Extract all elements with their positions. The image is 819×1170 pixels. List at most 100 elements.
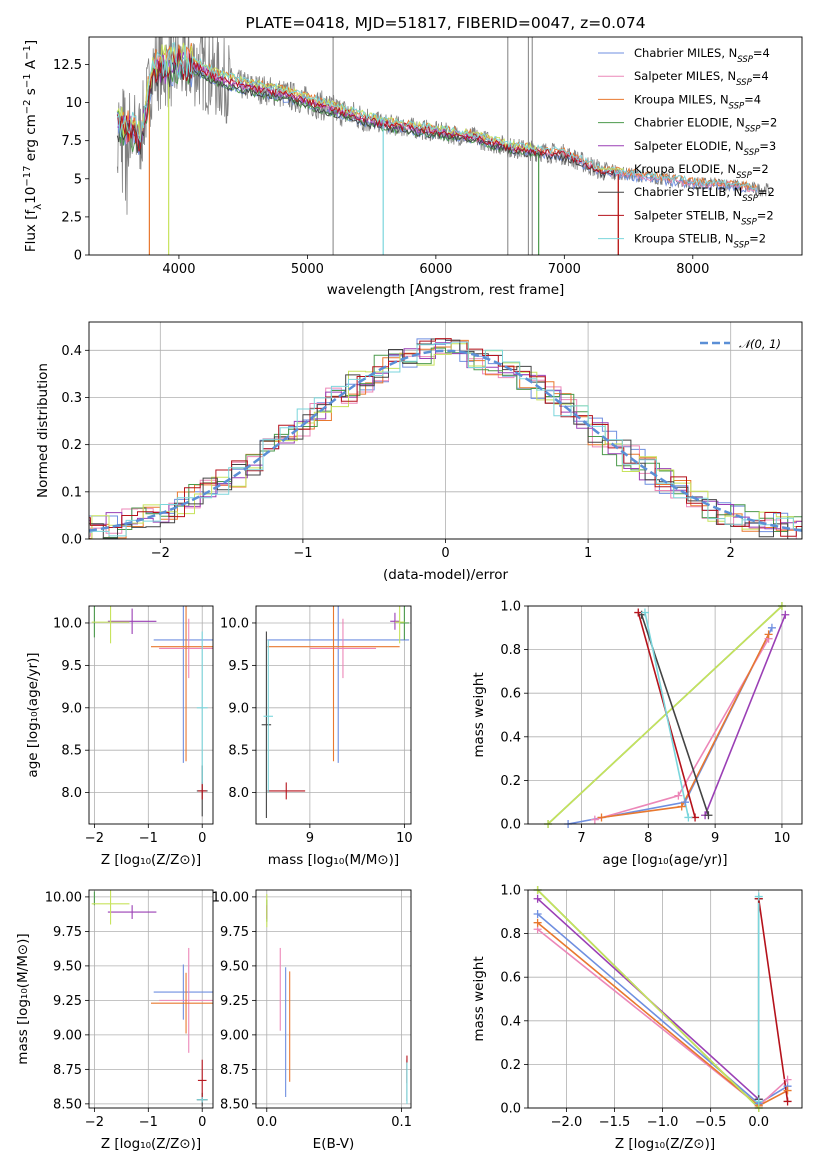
errorbar-kroupa_miles: [151, 606, 213, 762]
x-tick-label: −2: [85, 831, 104, 846]
weight-line-salpeter_miles: [594, 638, 770, 821]
x-axis-label: mass [log₁₀(M/M⊙)]: [268, 852, 399, 868]
errorbar-salpeter_miles: [159, 618, 213, 679]
axes-frame: [88, 889, 214, 1109]
y-tick-label: 2.5: [61, 210, 82, 225]
errorbar-kroupa_elodie: [91, 606, 130, 644]
y-tick-label: 8.50: [220, 1097, 249, 1112]
errorbar-salpeter_elodie: [107, 905, 157, 919]
panel-age_vs_Z: −2 −1 0 8.0 8.5 9.0 9.5 10.0 Z [log₁₀(Z/Z⊙)] age …: [25, 605, 214, 868]
y-tick-label: 0.0: [500, 818, 521, 833]
legend-label-chabrier_elodie: Chabrier ELODIE, NSSP=2: [634, 116, 777, 135]
legend-label-normal: 𝒩(0, 1): [739, 337, 781, 351]
y-tick-label: 0.6: [500, 687, 521, 702]
marker-chabrier_stelib: [704, 811, 713, 820]
weight-line-kroupa_elodie: [537, 890, 760, 1108]
y-tick-label: 0.1: [61, 485, 82, 500]
x-tick-label: 10: [396, 831, 413, 846]
y-axis-label: mass weight: [471, 672, 487, 757]
y-tick-label: 9.00: [220, 1028, 249, 1043]
errorbar-kroupa_stelib: [196, 631, 208, 785]
normal-curve: [89, 349, 802, 532]
axes-frame: [88, 36, 803, 256]
plot-area-age_vs_mass: [261, 606, 410, 819]
legend-label-kroupa_stelib: Kroupa STELIB, NSSP=2: [634, 232, 766, 251]
y-tick-label: 10.00: [212, 890, 249, 905]
x-tick-label: 8: [644, 831, 652, 846]
y-axis-label: Normed distribution: [35, 363, 51, 498]
observed-spectrum: [116, 37, 771, 215]
plot-area-spectrum: [116, 37, 771, 255]
model-spectrum-salpeter_miles: [116, 48, 758, 193]
errorbar-kroupa_miles: [267, 606, 400, 762]
panel-weight_vs_age: 7 8 9 10 0.0 0.2 0.4 0.6 0.8 1.0 age [log₁₀(age/yr…: [471, 600, 803, 868]
y-tick-label: 7.5: [61, 134, 82, 149]
x-tick-label: −2.0: [551, 1115, 583, 1130]
y-tick-label: 0.0: [61, 533, 82, 548]
errorbar-kroupa_elodie: [91, 890, 130, 925]
errorbar-chabrier_miles: [153, 964, 213, 1020]
histogram-salpeter_miles: [89, 341, 802, 539]
x-tick-label: 0: [198, 1115, 206, 1130]
x-tick-label: 6000: [419, 262, 452, 277]
legend: Chabrier MILES, NSSP=4 Salpeter MILES, NS…: [598, 46, 777, 251]
y-tick-label: 9.0: [228, 701, 249, 716]
y-tick-label: 8.5: [228, 744, 249, 759]
x-tick-label: 8000: [676, 262, 709, 277]
marker-kroupa_stelib: [684, 813, 693, 822]
histogram-kroupa_elodie: [89, 343, 802, 539]
y-tick-label: 0.3: [61, 391, 82, 406]
x-tick-label: 7000: [548, 262, 581, 277]
y-tick-label: 12.5: [53, 58, 82, 73]
y-tick-label: 9.5: [61, 659, 82, 674]
x-tick-label: 4000: [162, 262, 195, 277]
x-tick-label: −1.5: [599, 1115, 631, 1130]
histogram-salpeter_stelib: [89, 338, 802, 537]
y-tick-label: 8.5: [61, 744, 82, 759]
errorbar-salpeter_stelib: [267, 782, 306, 800]
x-tick-label: −1: [139, 1115, 158, 1130]
errorbar-kroupa_elodie: [394, 606, 405, 644]
panel-weight_vs_Z: −2.0 −1.5 −1.0 −0.5 0.0 0.0 0.2 0.4 0.6 0.8 1.0 Z […: [471, 884, 803, 1152]
y-tick-label: 0.2: [61, 438, 82, 453]
y-tick-label: 8.75: [220, 1063, 249, 1078]
x-axis-label: Z [log₁₀(Z/Z⊙)]: [101, 852, 201, 868]
histogram-chabrier_stelib: [89, 338, 802, 539]
histogram-kroupa_stelib: [89, 341, 802, 537]
y-tick-label: 0.8: [500, 927, 521, 942]
x-axis-label: (data-model)/error: [383, 567, 509, 583]
x-tick-label: 0.0: [256, 1115, 277, 1130]
y-tick-label: 8.75: [53, 1063, 82, 1078]
x-tick-label: 5000: [291, 262, 324, 277]
marker-kroupa_miles: [597, 813, 606, 822]
weight-line-kroupa_stelib: [644, 612, 690, 818]
errorbar-salpeter_stelib: [197, 1059, 207, 1102]
errorbar-salpeter_elodie: [107, 608, 157, 634]
panel-mass_vs_ebv: 0.0 0.1 8.50 8.75 9.00 9.25 9.50 9.75 10.00 E(B-V…: [212, 889, 412, 1152]
marker-salpeter_miles: [674, 791, 683, 800]
y-tick-label: 1.0: [500, 600, 521, 615]
axes-frame: [88, 321, 803, 540]
marker-chabrier_miles: [533, 909, 542, 918]
y-tick-label: 9.75: [53, 925, 82, 940]
panel-residuals: −2 −1 0 1 2 0.0 0.1 0.2 0.3 0.4 (data-model)/error…: [35, 321, 803, 583]
x-tick-label: 9: [711, 831, 719, 846]
y-tick-label: 0.2: [500, 774, 521, 789]
y-tick-label: 9.50: [220, 959, 249, 974]
y-tick-label: 0.2: [500, 1058, 521, 1073]
marker-kroupa_stelib: [754, 892, 763, 901]
legend-label-salpeter_miles: Salpeter MILES, NSSP=4: [634, 69, 769, 88]
y-tick-label: 10.0: [53, 616, 82, 631]
x-tick-label: 0: [198, 831, 206, 846]
weight-line-salpeter_elodie: [704, 614, 787, 816]
x-tick-label: −0.5: [695, 1115, 727, 1130]
plot-area-age_vs_Z: [91, 606, 213, 817]
marker-kroupa_miles: [764, 630, 773, 639]
marker-kroupa_miles: [783, 1086, 792, 1095]
y-axis-label: mass weight: [471, 956, 487, 1041]
x-tick-label: 1: [584, 546, 592, 561]
y-tick-label: 9.5: [228, 659, 249, 674]
axes-frame: [88, 605, 214, 825]
axes-frame: [527, 605, 803, 825]
